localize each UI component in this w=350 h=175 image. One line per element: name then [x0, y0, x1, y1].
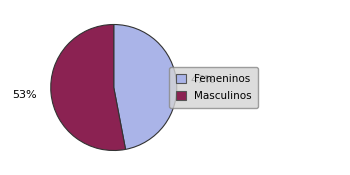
- Wedge shape: [114, 25, 177, 149]
- Wedge shape: [51, 25, 126, 150]
- Legend: Femeninos, Masculinos: Femeninos, Masculinos: [169, 67, 258, 108]
- Text: 53%: 53%: [13, 90, 37, 100]
- Text: 47%: 47%: [190, 75, 215, 85]
